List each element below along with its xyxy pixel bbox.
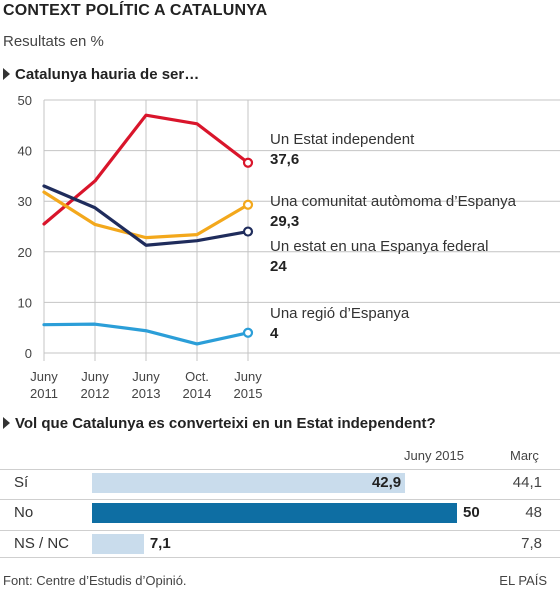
source-note: Font: Centre d’Estudis d’Opinió. bbox=[3, 573, 187, 588]
x-tick-label: Juny bbox=[81, 369, 109, 384]
x-tick-label: Juny bbox=[30, 369, 58, 384]
column-header-previous: Març bbox=[510, 448, 539, 463]
section-marker-icon bbox=[3, 68, 10, 80]
x-tick-label: 2012 bbox=[81, 386, 110, 401]
line-chart-title: Catalunya hauria de ser… bbox=[15, 66, 200, 83]
series-name-label: Una comunitat autòmoma d’Espanya bbox=[270, 193, 517, 210]
infographic-subtitle: Resultats en % bbox=[3, 33, 104, 50]
bar bbox=[92, 503, 457, 523]
series-value-label: 4 bbox=[270, 325, 279, 342]
x-tick-label: Juny bbox=[132, 369, 160, 384]
bar-chart-title: Vol que Catalunya es converteixi en un E… bbox=[15, 415, 436, 432]
previous-value-label: 7,8 bbox=[521, 535, 542, 552]
previous-value-label: 48 bbox=[525, 504, 542, 521]
series-name-label: Un Estat independent bbox=[270, 131, 415, 148]
y-tick-label: 0 bbox=[25, 346, 32, 361]
y-tick-label: 30 bbox=[18, 194, 32, 209]
y-tick-label: 10 bbox=[18, 295, 32, 310]
series-endpoint bbox=[242, 226, 254, 237]
x-tick-label: 2013 bbox=[132, 386, 161, 401]
line-chart: 0 10 20 30 40 50 Juny 2011 Juny 2012 Juny 2013 Oct. 2… bbox=[18, 93, 560, 401]
series-value-label: 37,6 bbox=[270, 151, 299, 168]
series-line bbox=[42, 322, 250, 346]
series-name-label: Una regió d’Espanya bbox=[270, 305, 410, 322]
infographic-title: CONTEXT POLÍTIC A CATALUNYA bbox=[3, 2, 268, 19]
bar-value-label: 7,1 bbox=[149, 535, 171, 552]
series-value-label: 24 bbox=[270, 258, 287, 275]
x-tick-label: Juny bbox=[234, 369, 262, 384]
series-line bbox=[42, 184, 250, 247]
bar-row: Sí 42,9 44,1 bbox=[0, 469, 560, 496]
bar bbox=[92, 534, 144, 554]
y-tick-label: 20 bbox=[18, 245, 32, 260]
brand-logo: EL PAÍS bbox=[499, 573, 547, 588]
x-tick-label: 2015 bbox=[234, 386, 263, 401]
bar-value-label: 42,9 bbox=[371, 474, 402, 491]
series-line bbox=[42, 113, 250, 226]
y-tick-label: 40 bbox=[18, 144, 32, 159]
series-line bbox=[42, 190, 250, 240]
y-tick-label: 50 bbox=[18, 93, 32, 108]
previous-value-label: 44,1 bbox=[512, 474, 542, 491]
bar bbox=[92, 473, 406, 493]
column-header-current: Juny 2015 bbox=[404, 448, 464, 463]
series-endpoint bbox=[242, 199, 254, 210]
bar-category-label: NS / NC bbox=[14, 535, 70, 552]
line-chart-heading: Catalunya hauria de ser… bbox=[3, 66, 199, 83]
bar-row: NS / NC 7,1 7,8 bbox=[0, 530, 560, 557]
bar-value-label: 50 bbox=[463, 504, 480, 521]
bar-category-label: No bbox=[14, 504, 34, 521]
series-endpoint bbox=[242, 157, 254, 168]
x-tick-label: 2011 bbox=[30, 386, 58, 401]
series-endpoint bbox=[242, 327, 254, 338]
bar-chart-bottom-rule bbox=[0, 557, 560, 558]
series-name-label: Un estat en una Espanya federal bbox=[270, 238, 488, 255]
bar-chart-heading: Vol que Catalunya es converteixi en un E… bbox=[3, 415, 436, 432]
x-tick-label: Oct. bbox=[185, 369, 209, 384]
bar-category-label: Sí bbox=[14, 474, 29, 491]
section-marker-icon bbox=[3, 417, 10, 429]
x-tick-label: 2014 bbox=[183, 386, 212, 401]
bar-row: No 50 48 bbox=[0, 499, 560, 526]
series-value-label: 29,3 bbox=[270, 213, 299, 230]
